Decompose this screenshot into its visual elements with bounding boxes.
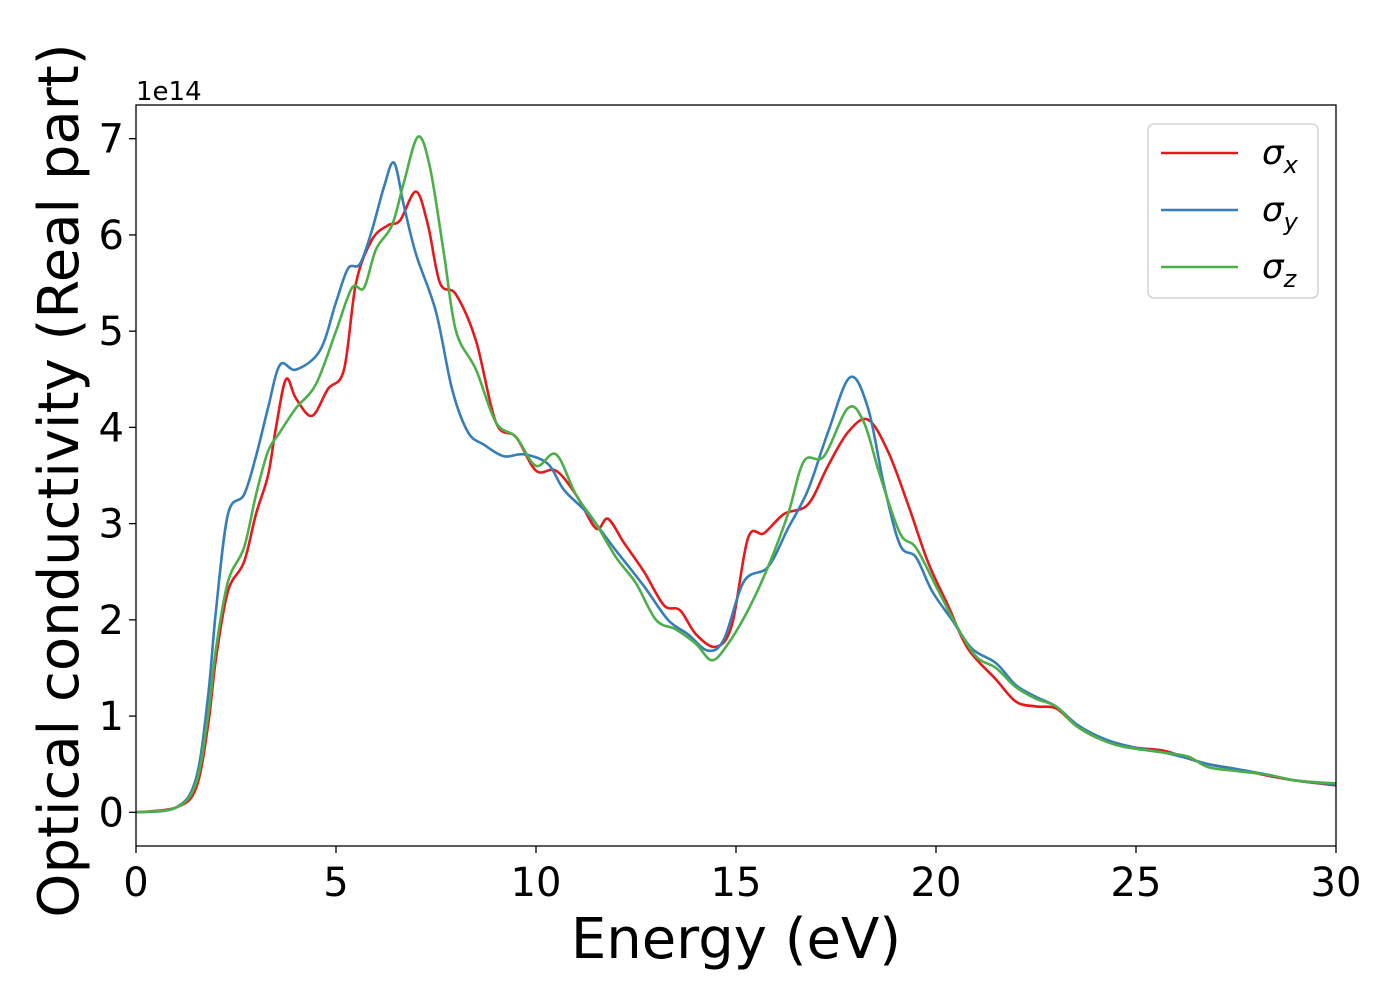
series-line-z	[136, 135, 1336, 814]
legend-label-y: σy	[1262, 190, 1299, 236]
y-tick-label: 6	[99, 213, 124, 259]
legend: σx σy σz	[1147, 123, 1319, 299]
x-axis-title: Energy (eV)	[571, 907, 901, 972]
y-axis: 0 1 2 3 4 5 6 7	[99, 117, 136, 836]
y-axis-title: Optical conductivity (Real part)	[27, 43, 92, 917]
legend-label-x: σx	[1262, 133, 1299, 179]
y-tick-label: 3	[99, 502, 124, 548]
x-tick-label: 15	[711, 860, 762, 906]
y-tick-label: 0	[99, 790, 124, 836]
legend-label-z: σz	[1262, 247, 1298, 293]
y-tick-label: 4	[99, 405, 124, 451]
x-tick-label: 20	[911, 860, 962, 906]
x-tick-label: 30	[1311, 860, 1362, 906]
x-axis: 0 5 10 15 20 25 30	[123, 846, 1361, 906]
y-tick-label: 2	[99, 598, 124, 644]
x-tick-label: 25	[1111, 860, 1162, 906]
series-layer	[136, 135, 1336, 814]
x-tick-label: 10	[511, 860, 562, 906]
y-axis-offset-label: 1e14	[136, 77, 202, 107]
x-tick-label: 0	[123, 860, 148, 906]
y-tick-label: 5	[99, 309, 124, 355]
y-tick-label: 7	[99, 117, 124, 163]
y-tick-label: 1	[99, 694, 124, 740]
x-tick-label: 5	[323, 860, 348, 906]
